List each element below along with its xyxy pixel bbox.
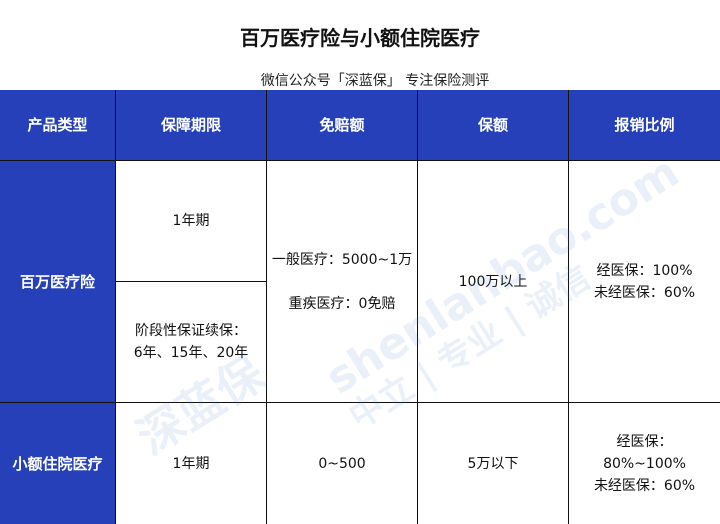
row-amount: 100万以上 (418, 161, 569, 403)
header-deductible: 免赔额 (267, 90, 418, 161)
row-ratio: 经医保：100% 未经医保：60% (569, 161, 720, 403)
header-ratio: 报销比例 (569, 90, 720, 161)
header-term: 保障期限 (116, 90, 267, 161)
row-deductible: 一般医疗：5000~1万 重疾医疗：0免赔 (267, 161, 418, 403)
header-amount: 保额 (418, 90, 569, 161)
row-type: 小额住院医疗 (0, 403, 116, 524)
header-type: 产品类型 (0, 90, 116, 161)
page-title: 百万医疗险与小额住院医疗 (240, 26, 480, 50)
row-type: 百万医疗险 (0, 161, 116, 403)
row-term-renewal: 阶段性保证续保： 6年、15年、20年 (116, 282, 267, 403)
row-term: 1年期 (116, 161, 267, 282)
row-deductible: 0~500 (267, 403, 418, 524)
row-term: 1年期 (116, 403, 267, 524)
row-amount: 5万以下 (418, 403, 569, 524)
subtitle: 微信公众号「深蓝保」 专注保险测评 (260, 73, 490, 89)
row-ratio: 经医保： 80%~100% 未经医保：60% (593, 433, 696, 494)
